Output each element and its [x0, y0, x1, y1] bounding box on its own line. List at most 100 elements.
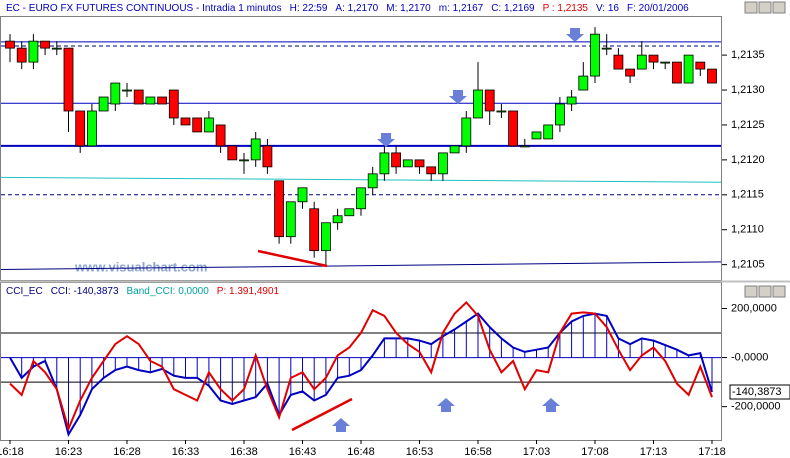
candle-body: [707, 68, 717, 84]
candle-body: [660, 61, 671, 64]
candle-body: [543, 124, 554, 140]
candle-body: [484, 89, 495, 112]
candle-body: [356, 187, 366, 210]
trend-drawing: [257, 249, 328, 268]
candle-body: [215, 124, 226, 147]
candle-body: [344, 208, 355, 217]
x-tick-label: 16:18: [0, 446, 24, 458]
candle-body: [473, 89, 483, 119]
candle-body: [297, 187, 308, 203]
candle-body: [613, 54, 624, 70]
header-item: A: 1,2170: [335, 3, 378, 14]
y-tick-label: 1,2110: [731, 224, 764, 236]
y-tick-label: 1,2105: [731, 259, 765, 271]
button[interactable]: [758, 1, 772, 14]
candle-body: [87, 110, 97, 147]
button[interactable]: [772, 1, 786, 14]
candle-body: [426, 166, 437, 175]
y-tick-label: -0,0000: [731, 351, 768, 363]
candle-body: [227, 145, 238, 161]
trend-drawing: [291, 397, 353, 432]
candle-body: [367, 173, 378, 189]
y-tick-label: 1,2135: [731, 49, 765, 61]
candle-body: [672, 61, 682, 84]
arrow-down: [377, 133, 395, 147]
x-tick-label: 16:33: [172, 446, 200, 458]
candle-body: [601, 47, 612, 50]
x-tick-label: 16:48: [347, 446, 375, 458]
candle-body: [461, 117, 472, 147]
y-tick-label: 1,2125: [731, 119, 765, 131]
current-value-label: -140,3873: [732, 386, 782, 398]
x-tick-label: 16:53: [406, 446, 434, 458]
y-tick-label: -200,0000: [731, 401, 781, 413]
candle-body: [531, 131, 542, 140]
candle-body: [391, 152, 402, 168]
x-tick-label: 16:28: [113, 446, 141, 458]
x-tick-label: 17:13: [640, 446, 668, 458]
candle-body: [332, 215, 343, 224]
watermark: www.visualchart.com: [74, 259, 207, 274]
candle-body: [51, 47, 62, 50]
x-tick-label: 16:23: [55, 446, 83, 458]
header-item: CCI: -140,3873: [51, 286, 119, 297]
candle-body: [122, 89, 132, 92]
candle-body: [285, 201, 296, 238]
candle-body: [145, 96, 156, 105]
panel-header: EC - EURO FX FUTURES CONTINUOUS - Intrad…: [6, 3, 689, 14]
candle-body: [180, 117, 191, 126]
header-item: P: 1.391,4901: [217, 286, 280, 297]
x-tick-label: 17:08: [581, 446, 609, 458]
arrow-up: [332, 418, 350, 432]
header-item: C: 1,2169: [491, 3, 535, 14]
panel-header: CCI_EC CCI: -140,3873 Band_CCI: 0,0000 P: 1…: [6, 286, 280, 297]
arrow-up: [542, 398, 560, 412]
current-value-box: [729, 384, 790, 400]
candle-body: [250, 138, 261, 161]
candle-body: [555, 103, 565, 126]
candle-body: [449, 145, 460, 154]
x-tick-label: 17:03: [523, 446, 551, 458]
candle-body: [414, 159, 425, 168]
candle-body: [98, 96, 109, 112]
y-tick-label: 1,2115: [731, 189, 764, 201]
header-item: m: 1,2167: [439, 3, 484, 14]
candle-body: [496, 110, 507, 113]
candle-body: [625, 68, 635, 77]
header-item: EC - EURO FX FUTURES CONTINUOUS - Intrad…: [6, 3, 282, 14]
candle-body: [519, 145, 530, 148]
button[interactable]: [758, 285, 772, 298]
button[interactable]: [744, 1, 758, 14]
candle-body: [437, 152, 448, 175]
candle-body: [5, 40, 15, 49]
header-item: F: 20/01/2006: [627, 3, 689, 14]
header-item: V: 16: [596, 3, 619, 14]
header-item: CCI_EC: [6, 286, 43, 297]
arrow-down: [449, 90, 467, 104]
candle-body: [590, 33, 600, 77]
y-tick-label: 1,2130: [731, 84, 765, 96]
candle-body: [566, 96, 577, 105]
x-tick-label: 16:43: [289, 446, 317, 458]
candle-body: [379, 152, 390, 175]
button[interactable]: [744, 285, 758, 298]
candle-body: [320, 222, 331, 252]
header-item: H: 22:59: [290, 3, 328, 14]
arrow-down: [566, 28, 584, 42]
candle-body: [262, 145, 273, 168]
candle-body: [40, 40, 50, 49]
candle-body: [168, 89, 179, 119]
candle-body: [133, 89, 144, 105]
window-buttons[interactable]: [744, 1, 786, 298]
series-line: [9, 300, 713, 432]
header-item: Band_CCI: 0,0000: [127, 286, 210, 297]
button[interactable]: [772, 285, 786, 298]
candle-body: [157, 96, 168, 105]
header-item: M: 1,2170: [386, 3, 431, 14]
indicator-line: [0, 261, 722, 271]
y-tick-label: 1,2120: [731, 154, 765, 166]
candle-body: [402, 159, 413, 168]
candle-body: [578, 75, 589, 91]
